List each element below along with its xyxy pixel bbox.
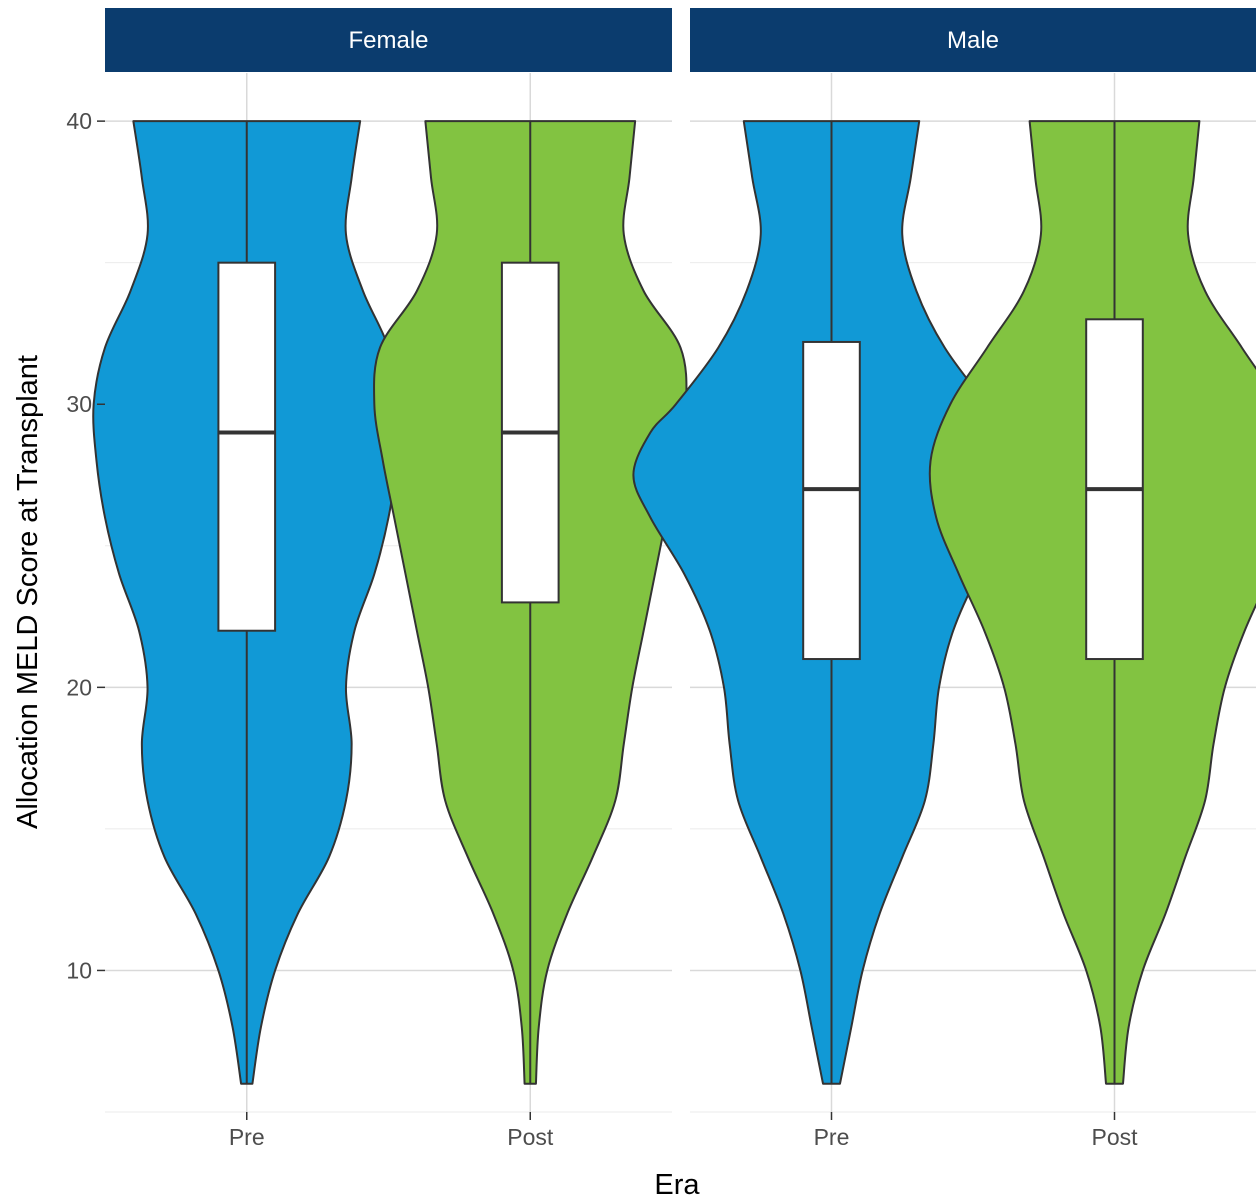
facet-strip-label: Female — [348, 27, 428, 54]
box — [802, 340, 861, 661]
facet-strip-label: Male — [947, 27, 999, 54]
facet-panels: Female Pre Post Male Pre Post — [92, 8, 1256, 1150]
x-tick-label: Pre — [229, 1124, 265, 1150]
facet-strip — [690, 8, 1256, 72]
box — [217, 261, 277, 632]
y-tick-label: 10 — [66, 957, 92, 983]
y-axis: 10 20 30 40 — [66, 108, 105, 983]
violin-group-post — [373, 120, 688, 1085]
y-tick-label: 40 — [66, 108, 92, 134]
x-tick-label: Post — [507, 1124, 554, 1150]
facet-panel-male: Male Pre Post — [632, 8, 1256, 1150]
y-tick-label: 20 — [66, 674, 92, 700]
violin-group-pre — [632, 120, 1031, 1085]
facet-panel-female: Female Pre Post — [92, 8, 688, 1150]
x-axis-title: Era — [654, 1169, 700, 1201]
y-axis-title: Allocation MELD Score at Transplant — [12, 355, 44, 829]
violin-group-post — [928, 120, 1256, 1085]
violin-group-pre — [92, 120, 402, 1085]
x-tick-label: Pre — [814, 1124, 850, 1150]
facet-strip — [105, 8, 672, 72]
x-tick-label: Post — [1091, 1124, 1138, 1150]
y-tick-label: 30 — [66, 391, 92, 417]
